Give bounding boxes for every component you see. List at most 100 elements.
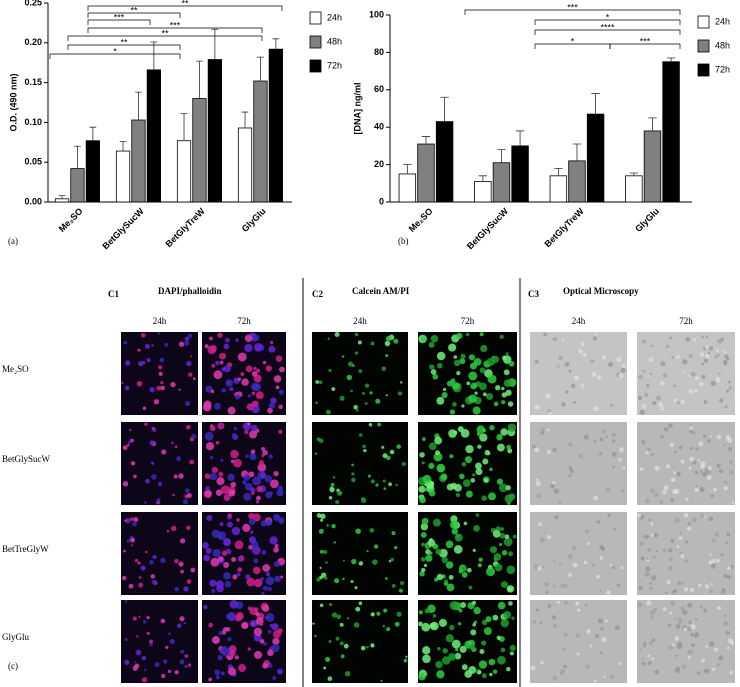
cell [210, 389, 215, 394]
cell [553, 488, 559, 494]
micrograph [530, 512, 627, 595]
cell [552, 623, 558, 629]
error-bar [666, 57, 676, 62]
cell [124, 385, 130, 391]
cell [267, 629, 272, 634]
cell [481, 619, 488, 626]
cell [178, 473, 184, 479]
x-tick-label: BetGlyTreW [542, 206, 585, 249]
cell [567, 572, 572, 577]
cell [229, 600, 239, 609]
cell [507, 587, 512, 592]
cell [389, 449, 395, 455]
legend-label: 48h [715, 40, 730, 50]
cell [467, 567, 472, 573]
cell [677, 641, 683, 647]
cell [253, 366, 257, 371]
cell [445, 540, 454, 549]
cell [479, 648, 485, 654]
cell [248, 518, 256, 526]
bar [70, 168, 85, 203]
cell [503, 537, 513, 547]
cell [397, 391, 403, 396]
cell [563, 600, 568, 605]
cell [226, 613, 233, 620]
cell [436, 351, 446, 361]
cell [270, 397, 277, 404]
cell [237, 557, 242, 562]
cell [268, 345, 276, 353]
cell [682, 359, 688, 365]
cell [674, 636, 680, 641]
cell [419, 571, 425, 577]
cell [450, 515, 458, 523]
cell [369, 527, 375, 533]
cell [276, 489, 284, 497]
cell [401, 462, 406, 467]
cell [280, 575, 284, 579]
cell [647, 547, 652, 552]
cell [671, 643, 675, 647]
cell [685, 540, 689, 544]
cell [211, 636, 220, 644]
cell [429, 364, 435, 370]
cell [507, 448, 513, 454]
cell [241, 621, 249, 630]
cell [641, 404, 647, 409]
cell [569, 468, 574, 474]
cell [278, 429, 283, 435]
cell [242, 523, 251, 532]
cell [351, 558, 357, 565]
cell [688, 649, 694, 655]
cell [224, 337, 230, 343]
error-bar [241, 111, 249, 128]
cell [694, 617, 698, 621]
cell [466, 381, 471, 386]
bar [146, 69, 161, 203]
cell [477, 563, 482, 568]
cell [150, 574, 155, 579]
cell [160, 557, 166, 564]
cell [253, 558, 259, 564]
cell [728, 460, 733, 465]
cell [563, 583, 568, 588]
cell [251, 622, 255, 626]
cell [449, 454, 454, 459]
cell [144, 343, 150, 349]
cell [243, 474, 251, 481]
cell [421, 622, 431, 632]
cell [262, 663, 268, 669]
cell [273, 513, 281, 521]
cell [386, 627, 391, 632]
cell [273, 547, 279, 553]
cell [157, 332, 160, 335]
cell [328, 368, 332, 373]
cell [235, 338, 239, 342]
cell [680, 459, 685, 464]
cell [442, 387, 447, 392]
cell [159, 357, 165, 363]
cell [153, 399, 160, 405]
cell [730, 641, 734, 645]
cell [267, 649, 274, 657]
cell [559, 671, 564, 675]
cell [648, 357, 654, 363]
cell [561, 338, 565, 342]
cell [243, 492, 252, 501]
cell [503, 369, 510, 376]
cell [234, 540, 244, 550]
cell [269, 536, 278, 545]
error-bar [648, 117, 657, 131]
cell [599, 544, 604, 550]
cell [645, 450, 649, 455]
cell [701, 335, 704, 339]
cell [151, 474, 157, 480]
legend-swatch [309, 59, 322, 73]
cell [350, 389, 353, 393]
y-tick-label: 0.25 [24, 0, 42, 7]
cell [704, 345, 710, 350]
cell [129, 517, 134, 522]
cell [597, 375, 602, 380]
row-label: BetGlySucW [2, 454, 50, 464]
cell [668, 566, 673, 571]
